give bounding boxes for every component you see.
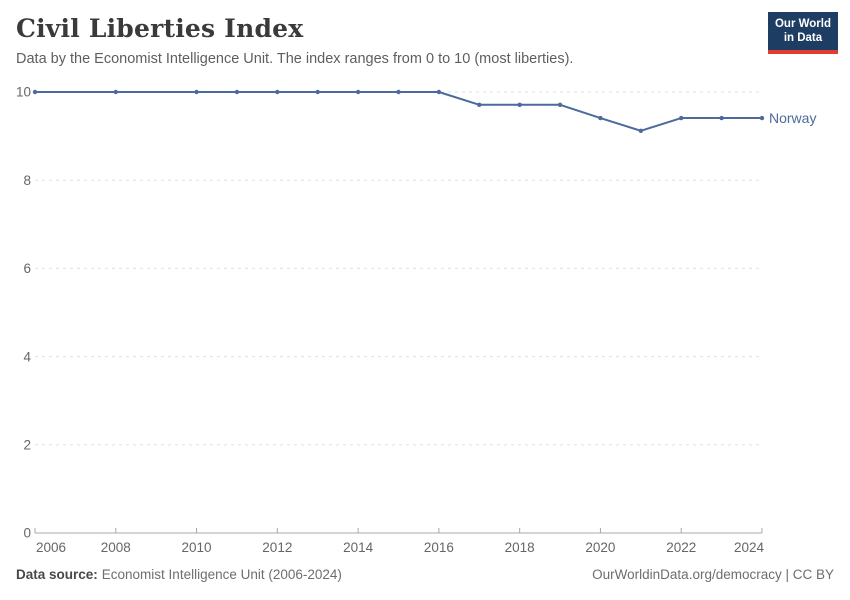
y-axis-tick-label: 8 [23,173,31,188]
data-point[interactable] [355,89,361,95]
owid-logo-line1: Our World [774,18,831,30]
chart-subtitle: Data by the Economist Intelligence Unit.… [16,51,574,67]
data-point[interactable] [679,115,684,121]
series-line[interactable] [34,91,763,132]
data-source: Data source: Economist Intelligence Unit … [16,567,342,582]
x-axis-tick-label: 2006 [36,540,66,555]
data-point[interactable] [638,128,644,134]
data-point[interactable] [315,89,320,95]
x-axis-tick-label: 2014 [343,540,374,555]
page-title: Civil Liberties Index [16,14,304,43]
data-point[interactable] [557,102,563,107]
data-point[interactable] [436,89,442,95]
owid-logo-line2: in Data [783,32,823,45]
y-axis-tick-label: 0 [23,526,31,541]
data-point[interactable] [477,102,482,107]
data-point[interactable] [517,102,522,107]
x-axis-tick-label: 2010 [182,540,212,555]
series-label[interactable]: Norway [769,110,816,126]
data-source-text: Economist Intelligence Unit (2006-2024) [101,567,342,582]
data-point[interactable] [396,89,401,95]
data-point[interactable] [194,89,199,95]
data-point[interactable] [113,89,118,95]
owid-link[interactable]: OurWorldinData.org/democracy | CC BY [592,567,834,582]
chart-footer: Data source: Economist Intelligence Unit … [16,567,834,582]
y-axis-tick-label: 6 [23,261,31,276]
data-point[interactable] [234,89,240,95]
x-axis-tick-label: 2018 [505,540,535,555]
owid-logo[interactable]: Our World in Data [767,12,838,54]
data-point[interactable] [32,89,38,95]
y-axis-tick-label: 4 [23,349,31,364]
y-axis-tick-label: 2 [23,438,31,453]
data-point[interactable] [598,115,603,121]
data-point[interactable] [719,115,724,121]
x-axis-tick-label: 2024 [734,540,765,555]
x-axis-tick-label: 2020 [585,540,615,555]
x-axis-tick-label: 2008 [101,540,131,555]
x-axis-tick-label: 2016 [424,540,454,555]
x-axis-tick-label: 2012 [262,540,292,555]
data-source-label: Data source: [16,567,98,582]
y-axis-tick-label: 10 [16,85,31,100]
data-point[interactable] [275,89,280,95]
x-axis-tick-label: 2022 [666,540,696,555]
data-point[interactable] [759,115,765,121]
